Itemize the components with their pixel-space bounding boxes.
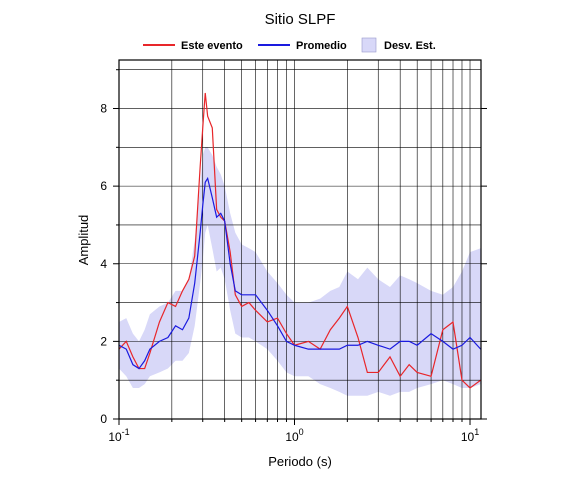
y-axis-label: Amplitud — [76, 215, 91, 266]
x-tick-exponent: 1 — [474, 427, 479, 437]
y-tick-label: 8 — [100, 102, 107, 116]
y-tick-label: 6 — [100, 179, 107, 193]
x-axis-label: Periodo (s) — [268, 454, 332, 469]
legend-label: Promedio — [296, 40, 347, 52]
legend-swatch — [361, 37, 377, 53]
std-band — [119, 147, 481, 396]
y-tick-label: 0 — [100, 412, 107, 426]
y-tick-label: 4 — [100, 257, 107, 271]
legend-label: Este evento — [181, 40, 243, 52]
x-tick-label: 100 — [285, 427, 303, 444]
x-tick-label: 10-1 — [108, 427, 129, 444]
y-tick-label: 2 — [100, 334, 107, 348]
x-tick-base: 10 — [285, 430, 299, 444]
chart-title: Sitio SLPF — [265, 11, 336, 28]
x-tick-base: 10 — [461, 430, 475, 444]
x-tick-base: 10 — [108, 430, 122, 444]
x-tick-label: 101 — [461, 427, 479, 444]
x-tick-exponent: -1 — [122, 427, 130, 437]
x-tick-exponent: 0 — [299, 427, 304, 437]
plot-frame — [118, 59, 482, 420]
series-line — [118, 176, 482, 370]
series-line — [118, 92, 482, 389]
legend-label: Desv. Est. — [384, 40, 436, 52]
